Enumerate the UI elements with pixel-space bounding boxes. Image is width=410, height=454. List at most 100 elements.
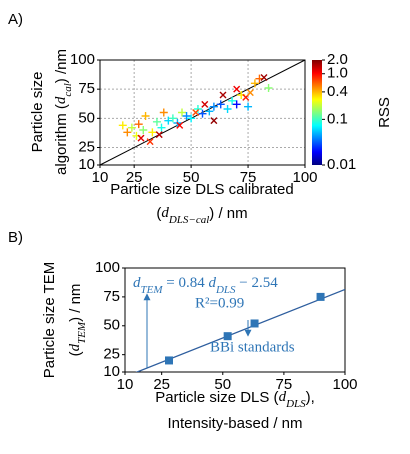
y-tick-label: 50	[103, 317, 120, 334]
x-axis-label: Intensity-based / nm	[167, 415, 302, 432]
label-part: TEM	[76, 321, 88, 344]
label-part: ) / nm	[209, 205, 247, 222]
equation: dTEM = 0.84 dDLS − 2.54	[133, 275, 278, 295]
label-part: d	[53, 96, 69, 104]
point	[193, 105, 202, 113]
label-part: cal	[62, 83, 74, 96]
point	[210, 117, 218, 125]
point	[192, 109, 200, 116]
standards-label: BBi standards	[210, 339, 295, 355]
plot-frame	[124, 267, 346, 373]
point	[118, 121, 127, 130]
label-part: Particle size TEM	[41, 262, 58, 378]
y-axis-label: Particle size	[29, 72, 46, 153]
y-axis-label: algorithm (dcal) /nm	[53, 49, 74, 175]
colorbar-tick-label: 0.01	[327, 156, 356, 173]
point	[244, 102, 253, 111]
label-part: d	[279, 389, 287, 405]
point	[316, 292, 325, 301]
point	[228, 96, 237, 105]
colorbar-tick-label: 2.0	[327, 51, 348, 68]
label-part: ) / nm	[67, 284, 84, 322]
y-tick-label: 100	[70, 51, 95, 68]
point	[152, 117, 161, 126]
point	[205, 107, 214, 116]
point	[232, 100, 241, 109]
colorbar-tick-label: 0.4	[327, 83, 348, 100]
r2-label: R²=0.99	[195, 295, 244, 311]
point	[141, 112, 150, 120]
point	[148, 128, 157, 137]
point	[146, 138, 154, 146]
point	[176, 121, 184, 129]
label-part: (	[67, 351, 84, 356]
label-part: Particle size DLS (	[155, 389, 278, 406]
point	[250, 79, 259, 88]
x-axis-label: (dDLS−cal) / nm	[156, 205, 247, 226]
x-tick-label: 75	[240, 169, 257, 186]
y-tick-label: 50	[78, 109, 95, 126]
point	[223, 332, 232, 341]
y-tick-label: 75	[78, 80, 95, 97]
point	[157, 123, 166, 132]
point	[134, 120, 143, 129]
x-axis-label: Particle size DLS calibrated	[110, 181, 293, 198]
label-part: Intensity-based / nm	[167, 415, 302, 432]
label-part: − 2.54	[236, 275, 279, 291]
y-tick-label: 10	[103, 363, 120, 380]
y-axis-label: (dTEM) / nm	[67, 284, 88, 357]
x-tick-label: 75	[276, 376, 293, 393]
point	[139, 126, 148, 134]
x-tick-label: 100	[292, 169, 317, 186]
label-part: algorithm (	[53, 104, 70, 175]
label-part: DLS	[285, 398, 306, 410]
label-part: TEM	[141, 284, 164, 296]
point	[233, 85, 241, 93]
label-part: = 0.84	[163, 275, 209, 291]
label-part: ),	[306, 389, 315, 406]
label-part: DLS	[215, 284, 236, 296]
x-axis-label: Particle size DLS (dDLS),	[155, 389, 315, 410]
point	[178, 108, 186, 117]
y-tick-label: 100	[95, 259, 120, 276]
point	[216, 100, 225, 109]
plot-frame	[99, 59, 306, 166]
colorbar-tick-label: 0.1	[327, 110, 348, 127]
point	[201, 100, 209, 108]
label-part: (	[156, 205, 161, 222]
label-part: d	[67, 343, 83, 351]
label-part: d	[133, 275, 141, 291]
x-tick-label: 10	[92, 169, 109, 186]
y-tick-label: 10	[78, 156, 95, 173]
point	[123, 128, 132, 137]
point	[260, 74, 268, 81]
panel-label: B)	[8, 229, 23, 246]
point	[182, 112, 191, 120]
y-tick-label: 75	[103, 288, 120, 305]
point	[137, 134, 145, 142]
y-axis-label: Particle size TEM	[41, 262, 58, 378]
point	[246, 89, 254, 97]
point	[223, 105, 232, 113]
label-part: d	[161, 205, 169, 221]
point	[264, 84, 273, 92]
y-tick-label: 25	[78, 138, 95, 155]
point	[164, 116, 173, 125]
fit-line	[135, 288, 345, 372]
panel-label: A)	[8, 11, 23, 28]
point	[165, 356, 173, 365]
x-tick-label: 50	[214, 376, 231, 393]
label-part: Particle size DLS calibrated	[110, 181, 293, 198]
x-tick-label: 25	[153, 376, 170, 393]
point	[209, 102, 218, 111]
point	[250, 319, 259, 328]
point	[168, 114, 177, 123]
x-tick-label: 100	[332, 376, 357, 393]
label-part: d	[208, 275, 216, 291]
colorbar-label: RSS	[376, 97, 393, 128]
point	[155, 131, 163, 139]
x-tick-label: 10	[117, 376, 134, 393]
colorbar-tick-label: 1.0	[327, 65, 348, 82]
